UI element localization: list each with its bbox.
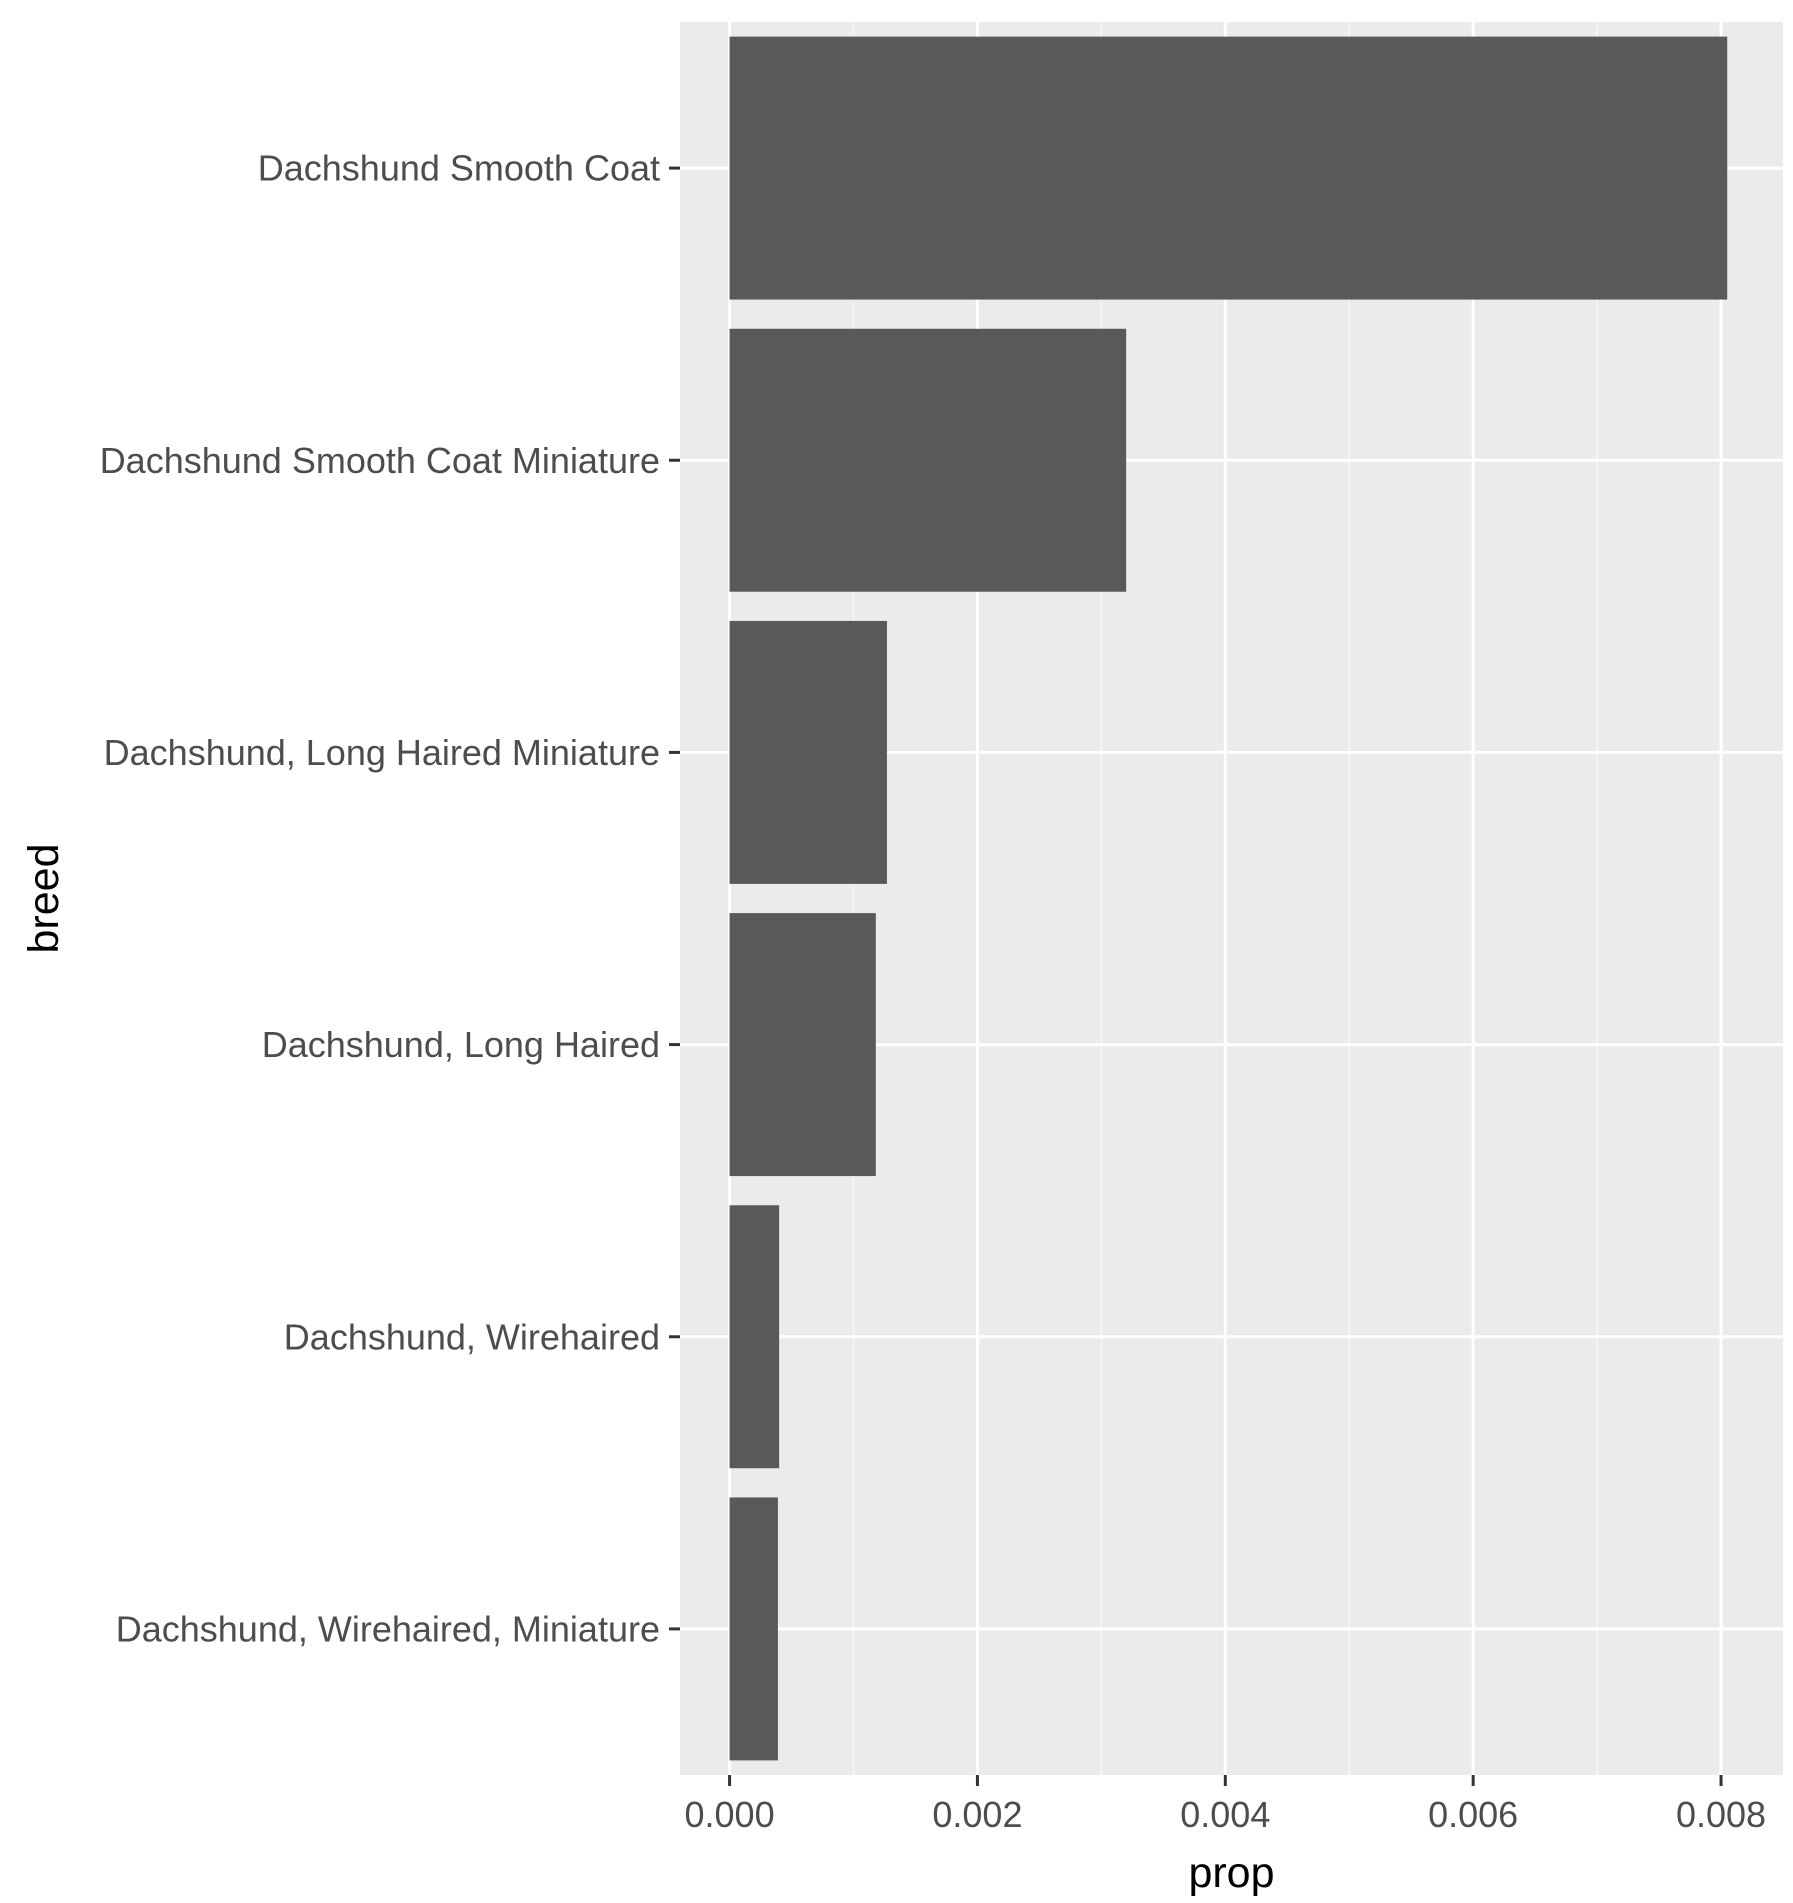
x-tick-label: 0.008 — [1676, 1794, 1766, 1835]
y-tick-label: Dachshund Smooth Coat — [258, 148, 660, 189]
y-tick-label: Dachshund, Wirehaired — [284, 1316, 660, 1357]
bar — [729, 1497, 778, 1761]
x-axis: 0.000 0.002 0.004 0.006 0.008 — [685, 1775, 1766, 1835]
x-axis-title: prop — [1188, 1849, 1274, 1897]
x-tick-label: 0.006 — [1428, 1794, 1518, 1835]
y-axis: Dachshund Smooth Coat Dachshund Smooth Co… — [100, 148, 680, 1649]
bar — [729, 36, 1728, 300]
bar — [729, 328, 1127, 592]
minor-gridlines — [852, 22, 1598, 1775]
y-axis-title: breed — [20, 844, 68, 954]
y-tick-label: Dachshund Smooth Coat Miniature — [100, 440, 660, 481]
x-tick-label: 0.000 — [685, 1794, 775, 1835]
bar — [729, 1205, 780, 1469]
y-tick-label: Dachshund, Long Haired — [262, 1024, 660, 1065]
bars — [729, 36, 1728, 1761]
x-tick-label: 0.004 — [1180, 1794, 1270, 1835]
bar — [729, 620, 887, 884]
x-tick-label: 0.002 — [932, 1794, 1022, 1835]
plot-panel — [680, 22, 1783, 1775]
bar — [729, 913, 876, 1177]
y-tick-label: Dachshund, Long Haired Miniature — [104, 732, 660, 773]
y-tick-label: Dachshund, Wirehaired, Miniature — [116, 1608, 660, 1649]
